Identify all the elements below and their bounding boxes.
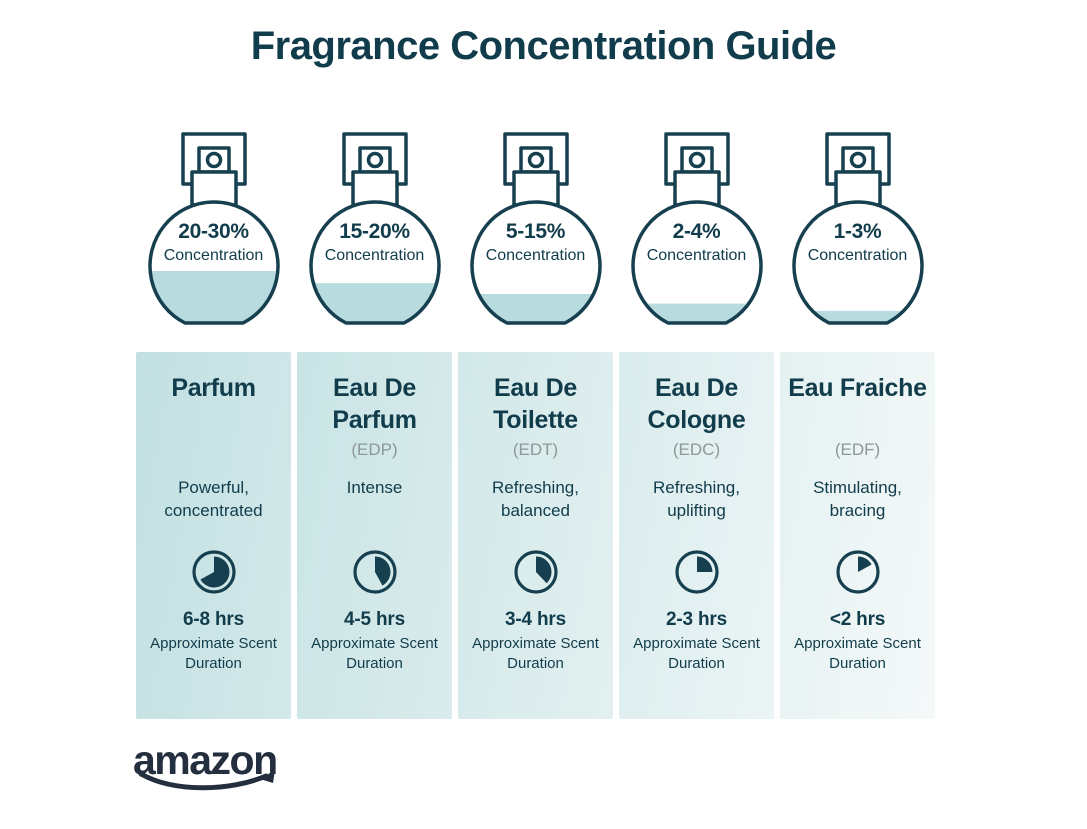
liquid-fill	[310, 283, 439, 323]
perfume-bottle: 2-4% Concentration	[619, 132, 774, 352]
scent-duration-value: 2-3 hrs	[666, 609, 727, 630]
clock-icon	[466, 548, 605, 596]
clock-icon	[144, 548, 283, 596]
perfume-bottle: 15-20% Concentration	[297, 132, 452, 352]
scent-duration-note: Approximate Scent Duration	[794, 635, 921, 672]
concentration-label: Concentration	[324, 247, 425, 264]
perfume-bottle: 5-15% Concentration	[458, 132, 613, 352]
scent-duration-value: 6-8 hrs	[183, 609, 244, 630]
bottle-label: 15-20% Concentration	[297, 220, 452, 265]
clock-icon	[627, 548, 766, 596]
fragrance-panel: Eau De Parfum (EDP) Intense 4-5 hrs Appr…	[297, 352, 452, 719]
concentration-value: 20-30%	[178, 220, 249, 243]
amazon-logo-text: amazon	[133, 737, 278, 783]
concentration-label: Concentration	[485, 247, 586, 264]
bottle-label: 5-15% Concentration	[458, 220, 613, 265]
bottle-label: 2-4% Concentration	[619, 220, 774, 265]
scent-duration-note: Approximate Scent Duration	[633, 635, 760, 672]
concentration-label: Concentration	[646, 247, 747, 264]
perfume-bottle: 20-30% Concentration	[136, 132, 291, 352]
fragrance-abbr	[144, 438, 283, 462]
scent-duration-value: <2 hrs	[829, 609, 886, 630]
perfume-bottle-icon	[147, 132, 280, 325]
fragrance-name: Eau Fraiche	[788, 374, 927, 402]
fragrance-panel: Eau Fraiche (EDF) Stimulating, bracing <…	[780, 352, 935, 719]
fragrance-description: Intense	[346, 478, 403, 497]
scent-duration-value: 4-5 hrs	[344, 609, 405, 630]
fragrance-description: Stimulating, bracing	[813, 478, 902, 520]
fragrance-column-parfum: 20-30% Concentration Parfum Powerful, co…	[136, 132, 291, 719]
fragrance-abbr: (EDF)	[834, 440, 881, 459]
concentration-value: 1-3%	[833, 220, 882, 243]
perfume-bottle-icon	[791, 132, 924, 325]
bottle-label: 1-3% Concentration	[780, 220, 935, 265]
liquid-fill	[632, 303, 761, 323]
scent-duration-note: Approximate Scent Duration	[472, 635, 599, 672]
perfume-bottle-icon	[630, 132, 763, 325]
scent-duration-note: Approximate Scent Duration	[311, 635, 438, 672]
clock-icon	[305, 548, 444, 596]
fragrance-description: Powerful, concentrated	[164, 478, 263, 520]
fragrance-panel: Eau De Toilette (EDT) Refreshing, balanc…	[458, 352, 613, 719]
fragrance-abbr: (EDP)	[351, 440, 398, 459]
fragrance-name: Eau De Toilette	[493, 374, 578, 434]
concentration-value: 5-15%	[505, 220, 566, 243]
bottle-label: 20-30% Concentration	[136, 220, 291, 265]
fragrance-abbr: (EDC)	[672, 440, 721, 459]
concentration-label: Concentration	[163, 247, 264, 264]
fragrance-column-eau-de-parfum: 15-20% Concentration Eau De Parfum (EDP)…	[297, 132, 452, 719]
perfume-bottle-icon	[469, 132, 602, 325]
fragrance-description: Refreshing, uplifting	[653, 478, 740, 520]
scent-duration-note: Approximate Scent Duration	[150, 635, 277, 672]
perfume-bottle: 1-3% Concentration	[780, 132, 935, 352]
fragrance-description: Refreshing, balanced	[492, 478, 579, 520]
clock-icon	[788, 548, 927, 596]
fragrance-column-eau-de-toilette: 5-15% Concentration Eau De Toilette (EDT…	[458, 132, 613, 719]
concentration-label: Concentration	[807, 247, 908, 264]
page-title: Fragrance Concentration Guide	[250, 24, 837, 68]
amazon-smile-icon	[138, 770, 275, 791]
fragrance-panel: Eau De Cologne (EDC) Refreshing, uplifti…	[619, 352, 774, 719]
scent-duration-value: 3-4 hrs	[505, 609, 566, 630]
fragrance-guide-board: 20-30% Concentration Parfum Powerful, co…	[136, 132, 935, 719]
amazon-logo: amazon	[133, 738, 293, 795]
liquid-fill	[149, 271, 278, 323]
perfume-bottle-icon	[308, 132, 441, 325]
fragrance-name: Eau De Cologne	[647, 374, 746, 434]
fragrance-column-eau-de-cologne: 2-4% Concentration Eau De Cologne (EDC) …	[619, 132, 774, 719]
liquid-fill	[793, 310, 922, 323]
fragrance-column-eau-fraiche: 1-3% Concentration Eau Fraiche (EDF) Sti…	[780, 132, 935, 719]
concentration-value: 15-20%	[339, 220, 410, 243]
fragrance-panel: Parfum Powerful, concentrated 6-8 hrs Ap…	[136, 352, 291, 719]
fragrance-name: Parfum	[171, 374, 256, 402]
fragrance-abbr: (EDT)	[512, 440, 559, 459]
fragrance-name: Eau De Parfum	[332, 374, 417, 434]
concentration-value: 2-4%	[672, 220, 721, 243]
